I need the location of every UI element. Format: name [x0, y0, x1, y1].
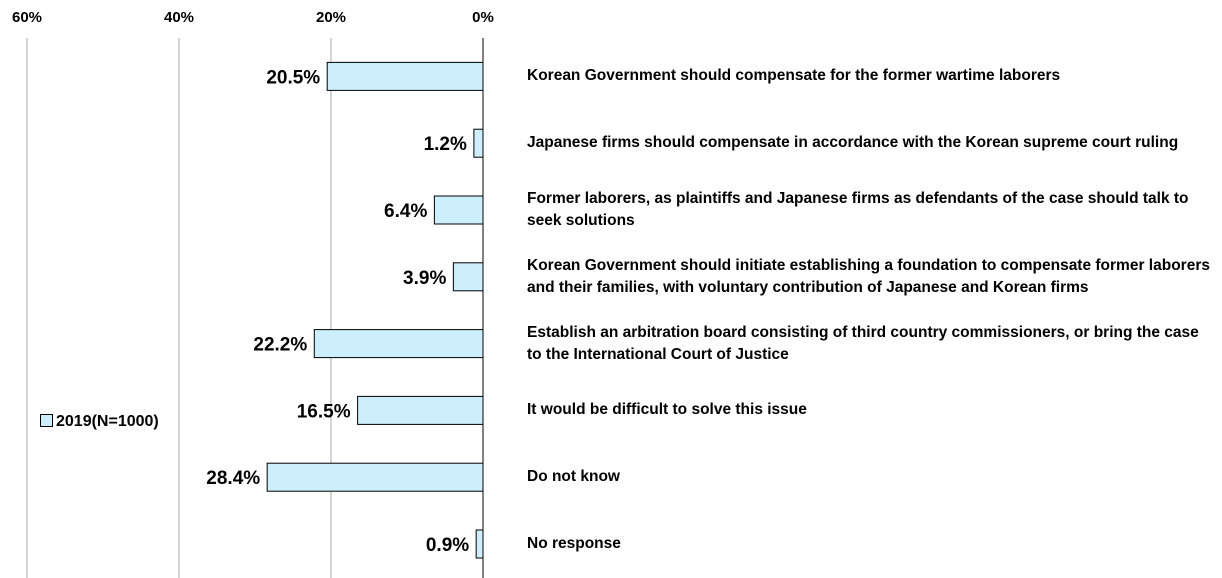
- bar-6: [266, 462, 484, 492]
- x-tick-label: 20%: [316, 9, 346, 26]
- category-label-6: Do not know: [527, 468, 620, 486]
- category-label-3: Korean Government should initiate establ…: [527, 256, 1210, 296]
- value-label-7: 0.9%: [426, 535, 469, 556]
- bar-0: [326, 61, 484, 91]
- legend-label: 2019(N=1000): [56, 413, 159, 430]
- category-label-1: Japanese firms should compensate in acco…: [527, 134, 1179, 152]
- gridlines: [26, 38, 484, 578]
- bar-1: [473, 128, 484, 158]
- x-tick-label: 40%: [164, 9, 194, 26]
- legend: 2019(N=1000): [40, 410, 160, 433]
- category-label-0: Korean Government should compensate for …: [527, 67, 1061, 85]
- bar-3: [452, 262, 484, 292]
- bar-7: [475, 529, 484, 559]
- category-label-5: It would be difficult to solve this issu…: [527, 401, 807, 419]
- value-label-2: 6.4%: [384, 201, 427, 222]
- bar-4: [313, 329, 484, 359]
- category-label-7: No response: [527, 535, 621, 552]
- category-label-4: Establish an arbitration board consistin…: [527, 323, 1199, 363]
- x-tick-label: 60%: [12, 9, 42, 26]
- bar-2: [433, 195, 484, 225]
- category-label-2: Former laborers, as plaintiffs and Japan…: [527, 190, 1189, 229]
- x-axis-ticks: 60% 40% 20% 0%: [12, 9, 494, 26]
- value-label-3: 3.9%: [403, 268, 446, 289]
- bar-5: [357, 395, 484, 425]
- value-labels: 20.5% 1.2% 6.4% 3.9% 22.2% 16.5% 28.4% 0.9%: [206, 67, 469, 556]
- legend-swatch: [40, 414, 53, 427]
- x-tick-label: 0%: [472, 9, 494, 26]
- value-label-1: 1.2%: [424, 134, 467, 155]
- value-label-5: 16.5%: [297, 401, 351, 422]
- bars: [266, 61, 484, 559]
- value-label-4: 22.2%: [253, 335, 307, 356]
- value-label-0: 20.5%: [266, 67, 320, 88]
- value-label-6: 28.4%: [206, 468, 260, 489]
